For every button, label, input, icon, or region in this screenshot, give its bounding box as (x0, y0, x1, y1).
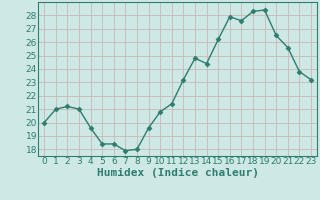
X-axis label: Humidex (Indice chaleur): Humidex (Indice chaleur) (97, 168, 259, 178)
